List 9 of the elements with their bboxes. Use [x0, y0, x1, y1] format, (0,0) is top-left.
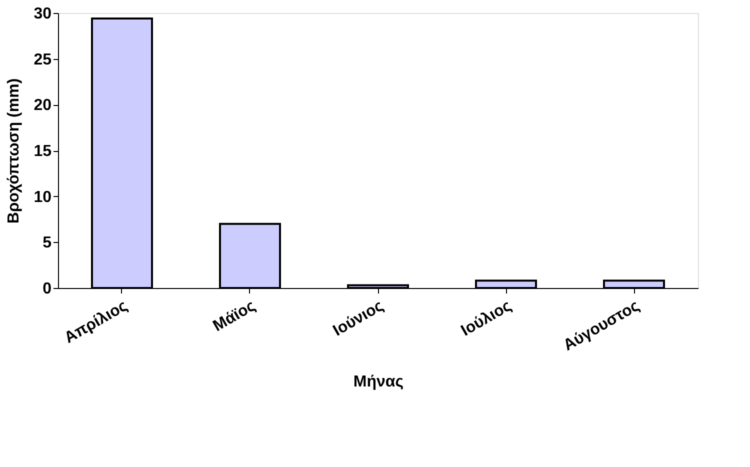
y-tick-label: 25	[34, 51, 52, 68]
y-tick-label: 20	[34, 97, 52, 114]
y-tick-label: 15	[34, 143, 52, 160]
y-tick-label: 10	[34, 188, 52, 206]
y-tick-label: 5	[42, 234, 52, 252]
y-tick-label: 30	[34, 6, 52, 22]
y-axis-title: Βροχόπτωση (mm)	[6, 78, 23, 224]
x-axis-title: Μήνας	[353, 374, 404, 391]
y-tick-label: 0	[42, 280, 52, 298]
